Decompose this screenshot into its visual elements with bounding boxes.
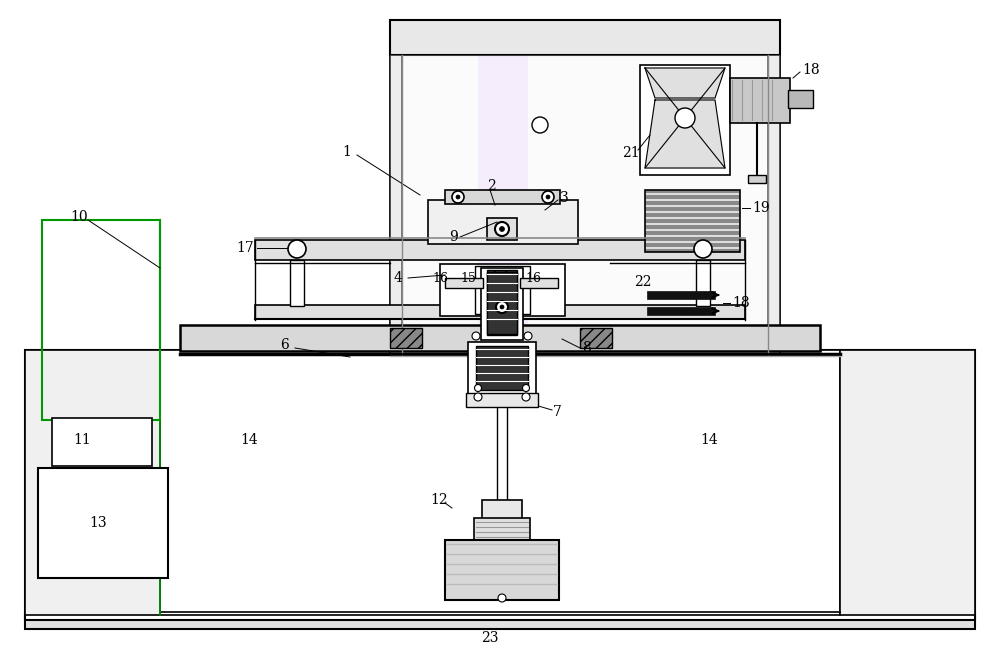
Bar <box>468 342 536 397</box>
Bar <box>768 55 780 355</box>
Circle shape <box>675 108 695 128</box>
Bar <box>647 307 715 315</box>
Bar <box>290 260 304 306</box>
Bar <box>476 346 528 390</box>
Text: 1: 1 <box>342 145 351 159</box>
Bar <box>160 350 840 615</box>
Polygon shape <box>645 100 725 168</box>
Text: 21: 21 <box>622 146 640 160</box>
Bar <box>645 190 740 252</box>
Circle shape <box>500 305 504 309</box>
Bar <box>475 266 530 314</box>
Bar <box>482 500 522 520</box>
Bar <box>478 55 528 611</box>
Circle shape <box>474 393 482 401</box>
Bar <box>25 615 975 629</box>
Bar <box>42 220 160 420</box>
Bar <box>445 278 483 288</box>
Text: 5: 5 <box>503 271 511 284</box>
Text: 16: 16 <box>432 271 448 284</box>
Text: 13: 13 <box>89 516 107 530</box>
Text: 4: 4 <box>394 271 403 285</box>
Bar <box>520 278 558 288</box>
Bar <box>497 406 507 506</box>
Bar <box>445 190 560 204</box>
Text: 6: 6 <box>280 338 289 352</box>
Text: 7: 7 <box>553 405 562 419</box>
Text: 18: 18 <box>732 296 750 310</box>
Bar <box>440 264 565 316</box>
Bar <box>487 270 517 335</box>
Circle shape <box>522 393 530 401</box>
Bar <box>487 272 517 334</box>
Polygon shape <box>645 68 725 98</box>
Bar <box>481 268 523 340</box>
Bar <box>580 328 612 348</box>
Bar <box>390 55 402 355</box>
Text: 10: 10 <box>70 210 88 224</box>
Bar <box>25 350 160 615</box>
Bar <box>466 393 538 407</box>
Bar <box>696 260 710 306</box>
Circle shape <box>524 332 532 340</box>
Text: 23: 23 <box>481 631 499 645</box>
Bar <box>647 291 715 299</box>
Bar <box>730 78 790 123</box>
Circle shape <box>288 240 306 258</box>
Bar <box>180 325 820 351</box>
Bar <box>474 518 530 543</box>
Bar <box>25 350 975 620</box>
Text: 15: 15 <box>460 271 476 284</box>
Text: 17: 17 <box>236 241 254 255</box>
Circle shape <box>522 385 530 391</box>
Circle shape <box>532 117 548 133</box>
Circle shape <box>475 385 482 391</box>
Circle shape <box>500 226 505 231</box>
Text: 14: 14 <box>240 433 258 447</box>
Circle shape <box>542 191 554 203</box>
Bar <box>390 55 780 355</box>
Bar <box>255 240 745 260</box>
Bar <box>487 218 517 240</box>
Text: 8: 8 <box>582 341 591 355</box>
Bar <box>38 468 168 578</box>
Circle shape <box>546 195 550 199</box>
Text: 19: 19 <box>752 201 770 215</box>
Circle shape <box>694 240 712 258</box>
Bar <box>52 418 152 466</box>
Text: 2: 2 <box>487 179 496 193</box>
Circle shape <box>472 332 480 340</box>
Text: 11: 11 <box>73 433 91 447</box>
Bar <box>390 20 780 55</box>
Bar <box>255 305 745 319</box>
Text: 3: 3 <box>560 191 569 205</box>
Circle shape <box>495 222 509 236</box>
Bar <box>390 328 422 348</box>
Bar <box>640 65 730 175</box>
Bar <box>445 540 559 600</box>
Text: 22: 22 <box>634 275 652 289</box>
Text: 12: 12 <box>430 493 448 507</box>
Bar <box>428 200 578 244</box>
Text: 18: 18 <box>802 63 820 77</box>
Bar <box>788 90 813 108</box>
Text: 9: 9 <box>449 230 458 244</box>
Bar <box>748 175 766 183</box>
Circle shape <box>452 191 464 203</box>
Circle shape <box>496 301 508 313</box>
Text: 14: 14 <box>700 433 718 447</box>
Circle shape <box>498 594 506 602</box>
Circle shape <box>456 195 460 199</box>
Bar <box>840 350 975 615</box>
Text: 16: 16 <box>525 271 541 284</box>
